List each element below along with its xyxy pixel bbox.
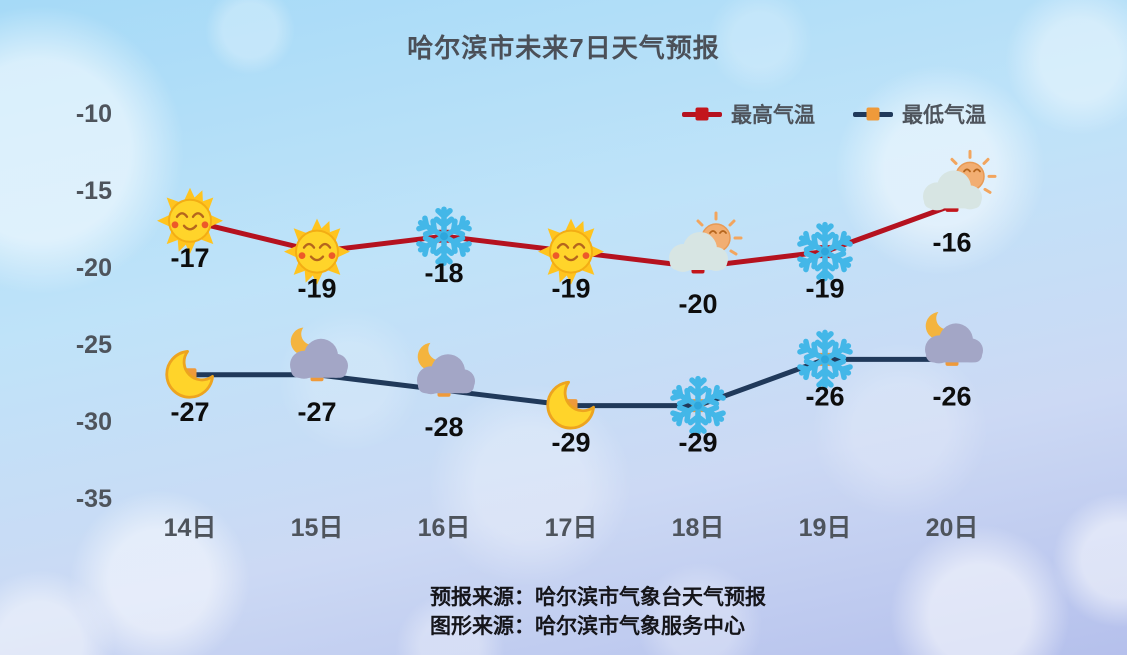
temperature-value-label: -26 bbox=[805, 381, 844, 411]
y-tick-label: -15 bbox=[76, 177, 112, 205]
temperature-value-label: -18 bbox=[424, 258, 463, 288]
x-tick-label: 14日 bbox=[164, 514, 217, 542]
x-tick-label: 19日 bbox=[799, 514, 852, 542]
temperature-value-label: -27 bbox=[170, 397, 209, 427]
cloud-sun-icon bbox=[921, 149, 997, 212]
x-tick-label: 15日 bbox=[291, 514, 344, 542]
temperature-value-label: -19 bbox=[805, 274, 844, 304]
x-tick-label: 17日 bbox=[545, 514, 598, 542]
cloud-moon-icon bbox=[417, 342, 475, 395]
high-temp-line-marker-icon bbox=[682, 111, 722, 117]
temperature-value-label: -19 bbox=[551, 274, 590, 304]
legend-item-low-temp: 最低气温 bbox=[853, 99, 986, 129]
temperature-value-label: -20 bbox=[678, 289, 717, 319]
snowflake-icon bbox=[798, 225, 852, 279]
y-tick-label: -20 bbox=[76, 254, 112, 282]
x-tick-label: 16日 bbox=[418, 514, 471, 542]
x-tick-label: 20日 bbox=[926, 514, 979, 542]
temperature-value-label: -17 bbox=[170, 243, 209, 273]
legend-label-high-temp: 最高气温 bbox=[731, 104, 815, 127]
y-tick-label: -35 bbox=[76, 485, 112, 513]
snowflake-icon bbox=[798, 332, 852, 386]
graphic-source-line: 图形来源：哈尔滨市气象服务中心 bbox=[430, 615, 745, 638]
temperature-value-label: -26 bbox=[932, 381, 971, 411]
legend-label-low-temp: 最低气温 bbox=[902, 104, 986, 127]
legend-item-high-temp: 最高气温 bbox=[682, 99, 815, 129]
temperature-value-label: -16 bbox=[932, 227, 971, 257]
temperature-value-label: -27 bbox=[297, 397, 336, 427]
temperature-value-label: -28 bbox=[424, 412, 463, 442]
temperature-value-label: -19 bbox=[297, 274, 336, 304]
cloud-moon-icon bbox=[925, 312, 983, 364]
x-tick-label: 18日 bbox=[672, 514, 725, 542]
low-temp-line-marker-icon bbox=[853, 111, 893, 117]
temperature-value-label: -29 bbox=[678, 428, 717, 458]
y-tick-label: -25 bbox=[76, 331, 112, 359]
chart-legend: 最高气温 最低气温 bbox=[682, 99, 986, 129]
snowflake-icon bbox=[671, 379, 725, 433]
temperature-value-label: -29 bbox=[551, 428, 590, 458]
source-attribution: 预报来源：哈尔滨市气象台天气预报 图形来源：哈尔滨市气象服务中心 bbox=[430, 583, 766, 641]
forecast-source-line: 预报来源：哈尔滨市气象台天气预报 bbox=[430, 586, 766, 609]
chart-title: 哈尔滨市未来7日天气预报 bbox=[407, 33, 720, 63]
y-tick-label: -10 bbox=[76, 100, 112, 128]
y-tick-label: -30 bbox=[76, 408, 112, 436]
cloud-moon-icon bbox=[290, 327, 348, 379]
snowflake-icon bbox=[417, 209, 471, 263]
